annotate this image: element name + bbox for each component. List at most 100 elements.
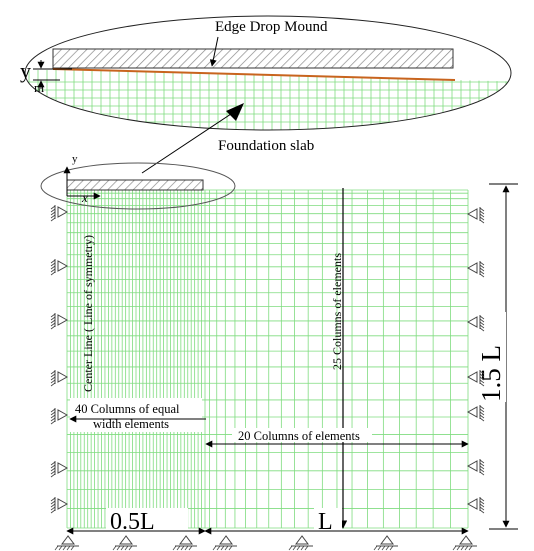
half-L-label-bg <box>106 508 188 530</box>
support-hatch <box>50 509 56 514</box>
left-roller-support <box>50 313 69 330</box>
support-hatch <box>50 268 56 273</box>
support-hatch <box>479 408 485 413</box>
support-hatch <box>188 545 193 551</box>
support-hatch <box>479 471 485 476</box>
support-hatch <box>50 417 56 422</box>
support-hatch <box>50 259 56 264</box>
support-hatch <box>212 545 217 551</box>
support-hatch <box>296 545 301 551</box>
support-hatch <box>50 370 56 375</box>
support-hatch <box>479 506 485 511</box>
support-hatch <box>54 545 59 551</box>
support-hatch <box>479 213 485 218</box>
support-hatch <box>373 545 378 551</box>
main-mesh <box>66 189 469 529</box>
support-hatch <box>479 216 485 221</box>
columns-horizontal-label-bg <box>232 428 372 442</box>
support-hatch <box>300 545 305 551</box>
support-hatch <box>479 414 485 419</box>
support-hatch <box>228 545 233 551</box>
support-hatch <box>479 327 485 332</box>
support-hatch <box>385 545 390 551</box>
x-axis-label: x <box>81 190 88 205</box>
support-hatch <box>479 273 485 278</box>
support-hatch <box>50 506 56 511</box>
right-roller-support <box>466 207 485 224</box>
detail-slab <box>52 48 454 69</box>
left-roller-support <box>50 461 69 478</box>
bottom-roller-support <box>373 535 398 551</box>
support-hatch <box>50 379 56 384</box>
bottom-roller-support <box>172 535 197 551</box>
L-label: L <box>318 509 333 535</box>
support-hatch <box>50 420 56 425</box>
right-roller-support <box>466 459 485 476</box>
bottom-roller-support <box>288 535 313 551</box>
support-hatch <box>479 267 485 272</box>
support-hatch <box>50 217 56 222</box>
half-L-label: 0.5L <box>110 509 155 535</box>
support-hatch <box>479 405 485 410</box>
support-hatch <box>50 470 56 475</box>
right-roller-support <box>466 261 485 278</box>
support-hatch <box>479 459 485 464</box>
support-hatch <box>66 545 71 551</box>
left-roller-support <box>50 497 69 514</box>
support-hatch <box>50 408 56 413</box>
support-hatch <box>381 545 386 551</box>
support-hatch <box>224 545 229 551</box>
support-hatch <box>479 376 485 381</box>
support-hatch <box>456 545 461 551</box>
support-hatch <box>479 324 485 329</box>
edge-drop-mound-pointer <box>209 36 219 67</box>
support-hatch <box>479 207 485 212</box>
support-hatch <box>479 315 485 320</box>
support-hatch <box>50 503 56 508</box>
support-hatch <box>50 205 56 210</box>
support-hatch <box>479 509 485 514</box>
vertical-columns-label: 25 Columns of elements <box>330 253 344 370</box>
support-hatch <box>184 545 189 551</box>
support-symbols <box>50 205 485 551</box>
support-hatch <box>464 545 469 551</box>
ym-label: y <box>20 58 31 83</box>
support-hatch <box>50 319 56 324</box>
support-hatch <box>389 545 394 551</box>
support-hatch <box>50 262 56 267</box>
support-hatch <box>116 545 121 551</box>
support-hatch <box>479 465 485 470</box>
support-hatch <box>176 545 181 551</box>
left-roller-support <box>50 259 69 276</box>
equal-width-label-line1: 40 Columns of equal <box>75 402 180 416</box>
left-roller-support <box>50 370 69 387</box>
right-roller-support <box>466 315 485 332</box>
support-hatch <box>460 545 465 551</box>
support-hatch <box>120 545 125 551</box>
support-hatch <box>128 545 133 551</box>
zoom-connector-arrowhead <box>226 103 244 121</box>
support-hatch <box>50 497 56 502</box>
center-line-label: Center Line ( Line of symmetry) <box>81 235 95 392</box>
support-hatch <box>216 545 221 551</box>
height-label: 1.5 L <box>476 345 506 402</box>
support-hatch <box>220 545 225 551</box>
support-hatch <box>50 271 56 276</box>
support-hatch <box>180 545 185 551</box>
support-hatch <box>479 210 485 215</box>
bottom-roller-support <box>112 535 137 551</box>
equal-width-label-line2: width elements <box>93 417 169 431</box>
support-hatch <box>304 545 309 551</box>
support-hatch <box>479 503 485 508</box>
zoom-connector-line <box>141 107 241 174</box>
support-hatch <box>50 208 56 213</box>
left-roller-support <box>50 408 69 425</box>
support-hatch <box>479 373 485 378</box>
support-hatch <box>479 321 485 326</box>
slab-ellipse <box>40 162 236 210</box>
support-hatch <box>479 318 485 323</box>
right-roller-support <box>466 370 485 387</box>
support-hatch <box>479 264 485 269</box>
support-hatch <box>479 370 485 375</box>
